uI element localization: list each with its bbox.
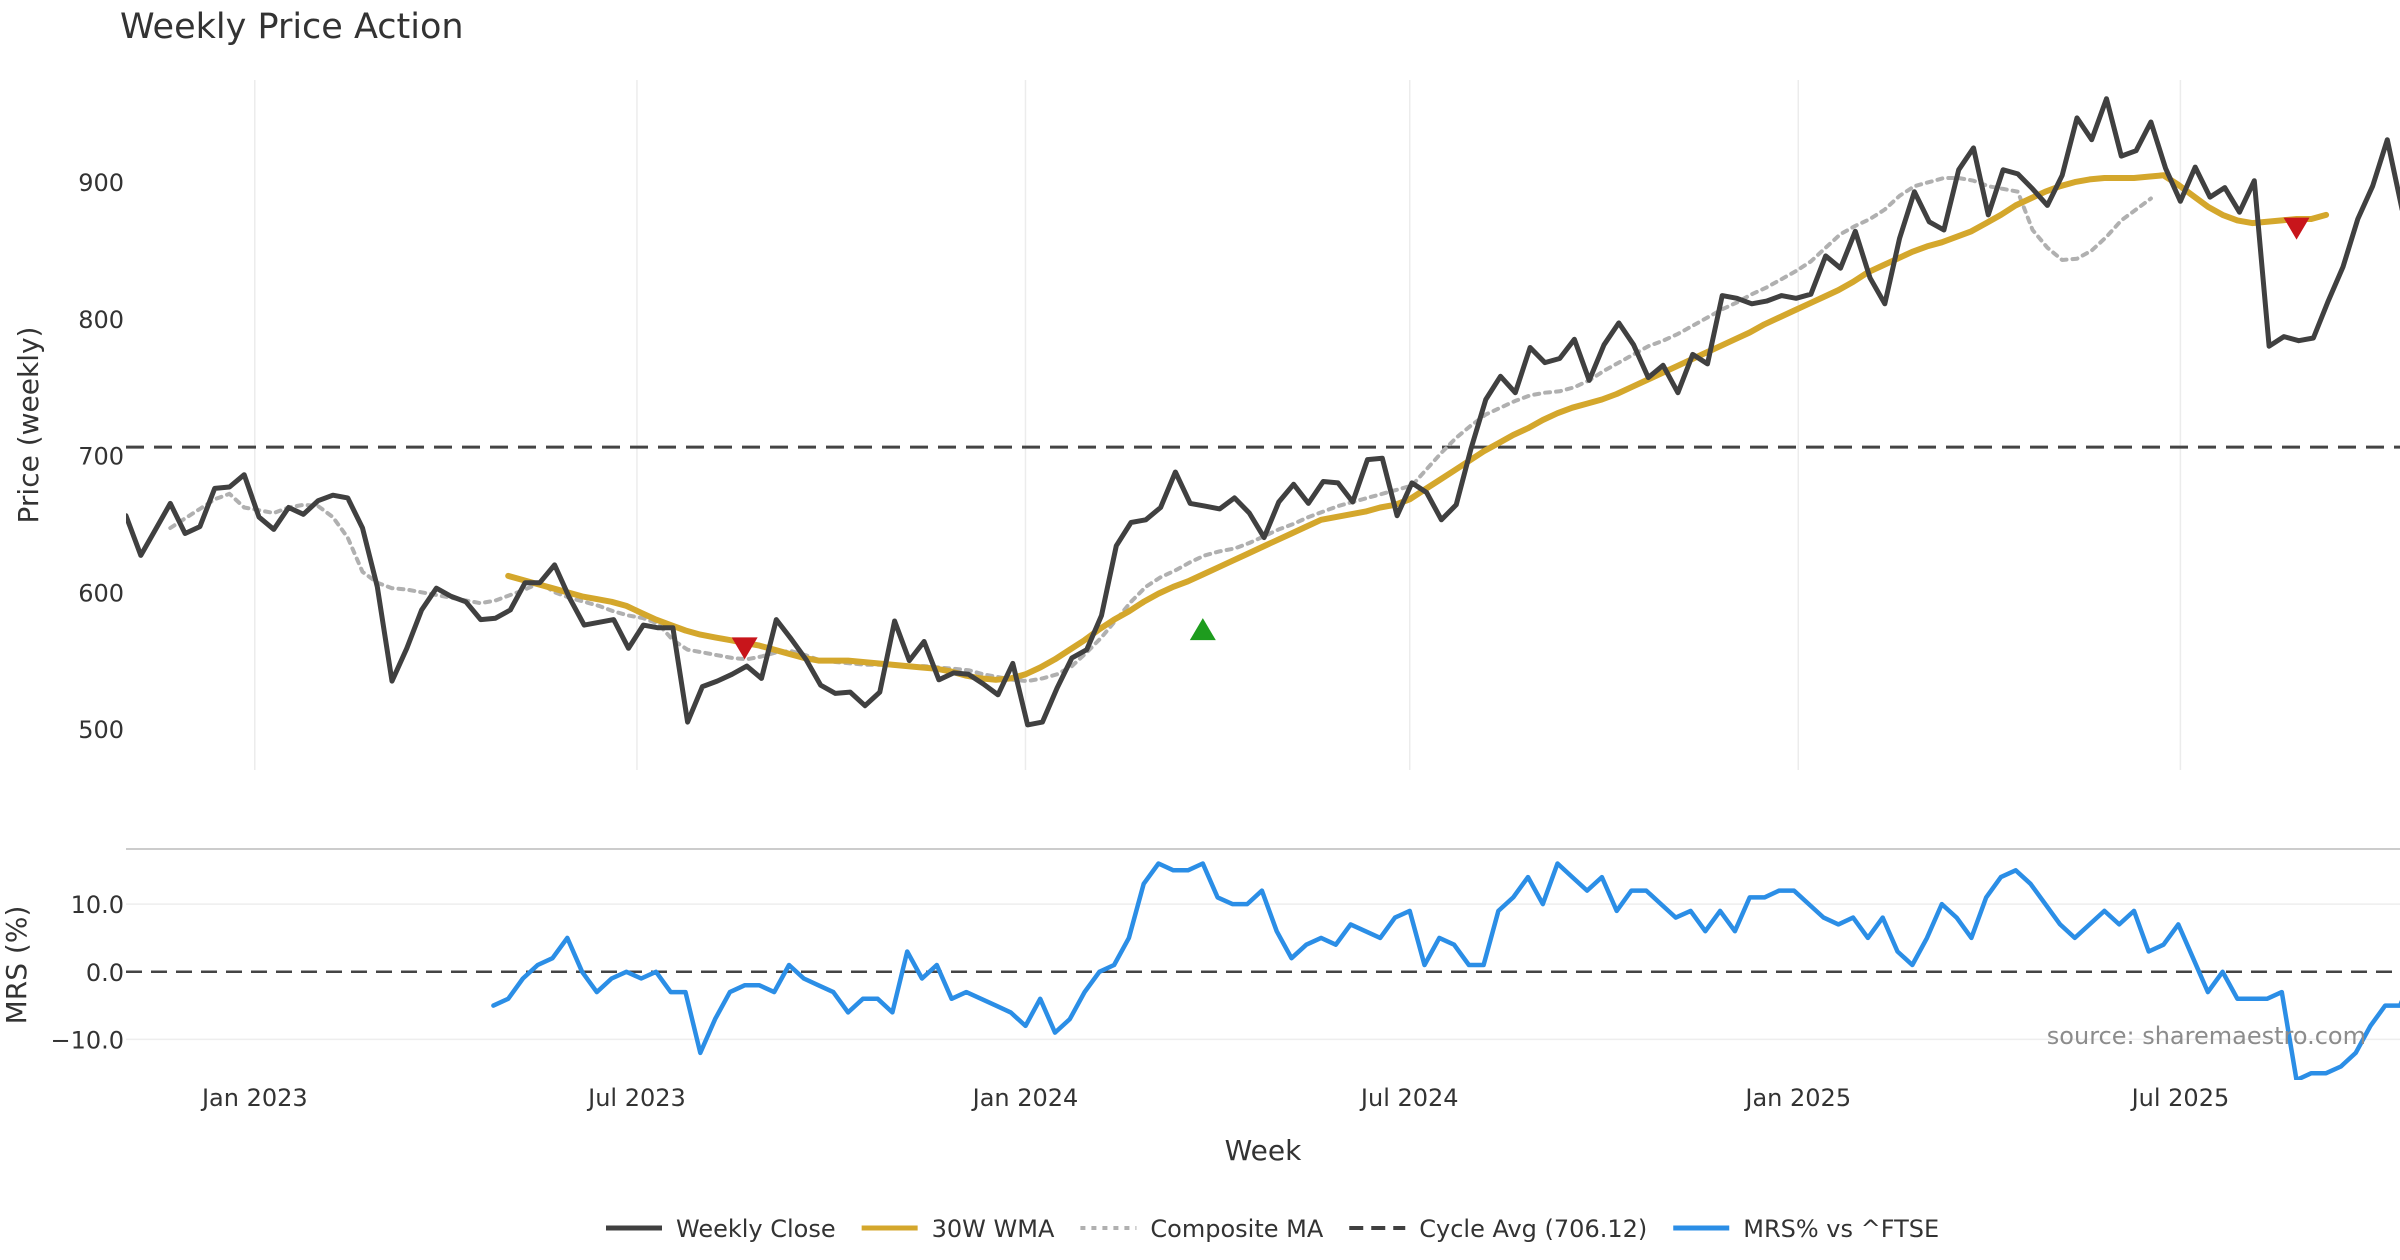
price-tick-label: 800 — [78, 306, 124, 334]
mrs-panel — [126, 861, 2400, 1080]
sell-signal-marker — [731, 637, 758, 660]
price-tick-label: 500 — [78, 716, 124, 744]
mrs-tick-label: 10.0 — [71, 891, 124, 919]
legend-item: Cycle Avg (706.12) — [1349, 1215, 1647, 1243]
legend: Weekly Close 30W WMA Composite MA Cycle Avg… — [606, 1215, 1939, 1243]
mrs-axis-label: MRS (%) — [0, 906, 33, 1025]
price-tick-label: 600 — [78, 579, 124, 607]
chart-title: Weekly Price Action — [120, 7, 464, 47]
x-tick-label: Jul 2025 — [2130, 1084, 2230, 1112]
legend-item: Weekly Close — [606, 1215, 836, 1243]
source-annotation: source: sharemaestro.com — [2047, 1022, 2366, 1050]
legend-label: Weekly Close — [676, 1215, 836, 1243]
x-tick-label: Jul 2023 — [586, 1084, 686, 1112]
axis-layer: Jan 2023 Jul 2023 Jan 2024 Jul 2024 Jan 2025… — [50, 169, 2229, 1112]
wma-30w-line — [505, 172, 2330, 683]
price-axis-label: Price (weekly) — [12, 327, 45, 524]
price-tick-label: 700 — [78, 443, 124, 471]
mrs-line — [491, 861, 2400, 1080]
legend-label: 30W WMA — [932, 1215, 1055, 1243]
x-tick-label: Jan 2024 — [971, 1084, 1079, 1112]
x-tick-label: Jan 2023 — [200, 1084, 308, 1112]
mrs-tick-label: 0.0 — [86, 959, 124, 987]
legend-label: Composite MA — [1150, 1215, 1323, 1243]
legend-label: MRS% vs ^FTSE — [1743, 1215, 1939, 1243]
mrs-tick-label: −10.0 — [50, 1026, 124, 1054]
composite-ma-line — [168, 176, 2153, 684]
x-tick-label: Jan 2025 — [1743, 1084, 1851, 1112]
buy-signal-marker — [1189, 618, 1216, 641]
weekly-close-line — [126, 96, 2400, 728]
legend-item: MRS% vs ^FTSE — [1673, 1215, 1939, 1243]
legend-item: 30W WMA — [861, 1215, 1055, 1243]
price-tick-label: 900 — [78, 169, 124, 197]
legend-item: Composite MA — [1080, 1215, 1324, 1243]
x-tick-label: Jul 2024 — [1359, 1084, 1459, 1112]
legend-label: Cycle Avg (706.12) — [1419, 1215, 1647, 1243]
price-panel — [126, 96, 2400, 728]
x-axis-label: Week — [1225, 1134, 1302, 1167]
sell-signal-marker — [2283, 217, 2310, 240]
